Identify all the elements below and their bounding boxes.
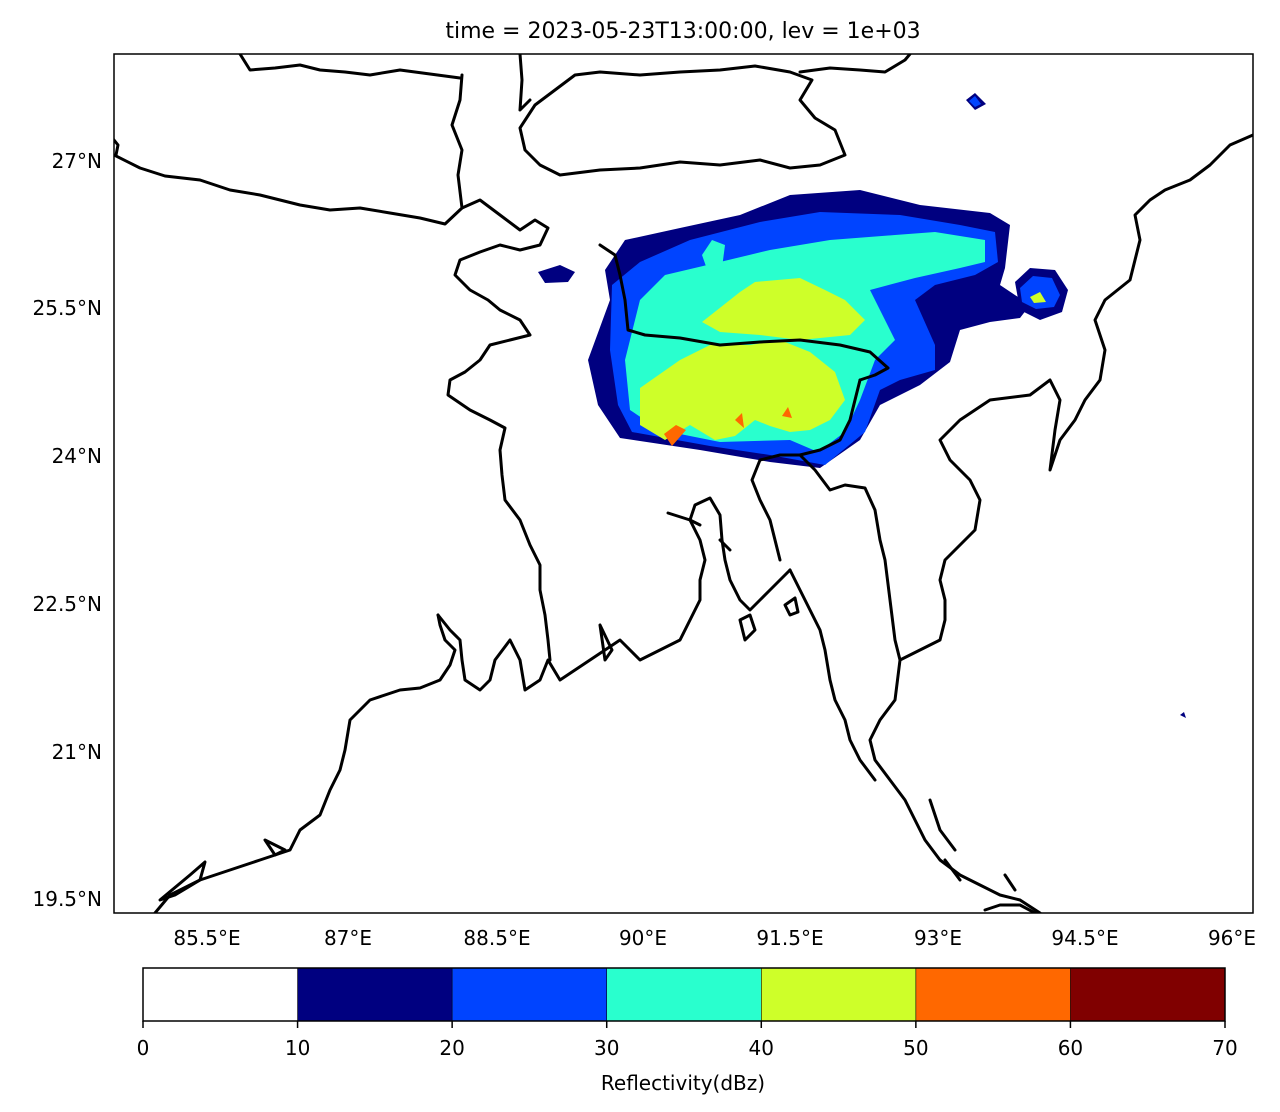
- coastlines-and-borders: [114, 54, 1253, 913]
- lat-tick-label: 21°N: [52, 740, 102, 764]
- border-myanmar-coast: [868, 658, 1042, 913]
- contour-50-60-b: [735, 413, 744, 428]
- coast-myanmar-islands: [928, 798, 1037, 913]
- latitude-ticks: 27°N 25.5°N 24°N 22.5°N 21°N 19.5°N: [33, 149, 103, 911]
- lat-tick-label: 24°N: [52, 444, 102, 468]
- contour-20-30-speck-ne: [969, 96, 981, 107]
- coast-odisha-islands: [158, 838, 287, 902]
- colorbar-segment: [1070, 968, 1225, 1021]
- colorbar-tick-label: 20: [439, 1036, 464, 1060]
- lon-tick-label: 96°E: [1208, 926, 1256, 950]
- colorbar-segment: [452, 968, 607, 1021]
- plot-title: time = 2023-05-23T13:00:00, lev = 1e+03: [445, 19, 920, 44]
- colorbar-tick-label: 0: [137, 1036, 150, 1060]
- reflectivity-contours: [538, 93, 1186, 718]
- colorbar-tick-label: 10: [285, 1036, 310, 1060]
- border-china: [518, 54, 912, 112]
- border-northeast-india: [798, 133, 1253, 662]
- lat-tick-label: 27°N: [52, 149, 102, 173]
- colorbar-ticks: 0 10 20 30 40 50 60 70: [137, 968, 1238, 1060]
- lon-tick-label: 87°E: [324, 926, 372, 950]
- colorbar-segment: [915, 968, 1071, 1021]
- colorbar-frame: [142, 967, 1226, 1022]
- border-bangladesh-north: [598, 243, 890, 382]
- coast-ganges-delta: [436, 496, 792, 692]
- colorbar-label: Reflectivity(dBz): [601, 1071, 765, 1095]
- colorbar-tick-label: 50: [903, 1036, 928, 1060]
- map-frame: [113, 53, 1254, 914]
- lon-tick-label: 91.5°E: [756, 926, 823, 950]
- lat-tick-label: 25.5°N: [33, 296, 103, 320]
- colorbar-tick-label: 30: [594, 1036, 619, 1060]
- border-west-bengal: [446, 198, 552, 662]
- colorbar-segment: [297, 968, 453, 1021]
- colorbar-segment: [761, 968, 916, 1021]
- map-background: [114, 54, 1253, 913]
- colorbar-tick-label: 70: [1212, 1036, 1237, 1060]
- lat-tick-label: 19.5°N: [33, 887, 103, 911]
- contour-40-50-south: [640, 340, 845, 440]
- lon-tick-label: 85.5°E: [173, 926, 240, 950]
- colorbar-tick-label: 60: [1058, 1036, 1083, 1060]
- coast-chittagong: [788, 568, 877, 782]
- colorbar-segment: [143, 968, 298, 1021]
- map-panel: [113, 53, 1254, 914]
- border-nepal: [114, 73, 464, 226]
- coast-india-east: [153, 613, 457, 913]
- contour-30-40-blob-north: [702, 240, 725, 272]
- border-nepal-north: [238, 54, 462, 80]
- coast-delta-islands: [598, 511, 800, 662]
- contour-50-60-c: [782, 407, 792, 418]
- coast-west-edge: [114, 138, 120, 157]
- colorbar-segments: [143, 968, 1225, 1021]
- colorbar: 0 10 20 30 40 50 60 70 Reflectivity(dBz): [137, 967, 1238, 1095]
- colorbar-tick-label: 40: [749, 1036, 774, 1060]
- contour-40-50-blob-east: [1030, 292, 1046, 303]
- border-bangladesh-east: [750, 378, 862, 562]
- colorbar-segment: [606, 968, 762, 1021]
- longitude-ticks: 85.5°E 87°E 88.5°E 90°E 91.5°E 93°E 94.5…: [173, 926, 1256, 950]
- lat-tick-label: 22.5°N: [33, 592, 103, 616]
- lon-tick-label: 93°E: [914, 926, 962, 950]
- contour-50-60-a: [664, 425, 686, 446]
- lon-tick-label: 88.5°E: [463, 926, 530, 950]
- contour-40-50-north: [702, 278, 865, 340]
- contour-10-20-small-west: [538, 265, 575, 283]
- lon-tick-label: 90°E: [619, 926, 667, 950]
- lon-tick-label: 94.5°E: [1051, 926, 1118, 950]
- border-bhutan: [518, 64, 847, 177]
- contour-10-20-speck-se: [1180, 712, 1186, 718]
